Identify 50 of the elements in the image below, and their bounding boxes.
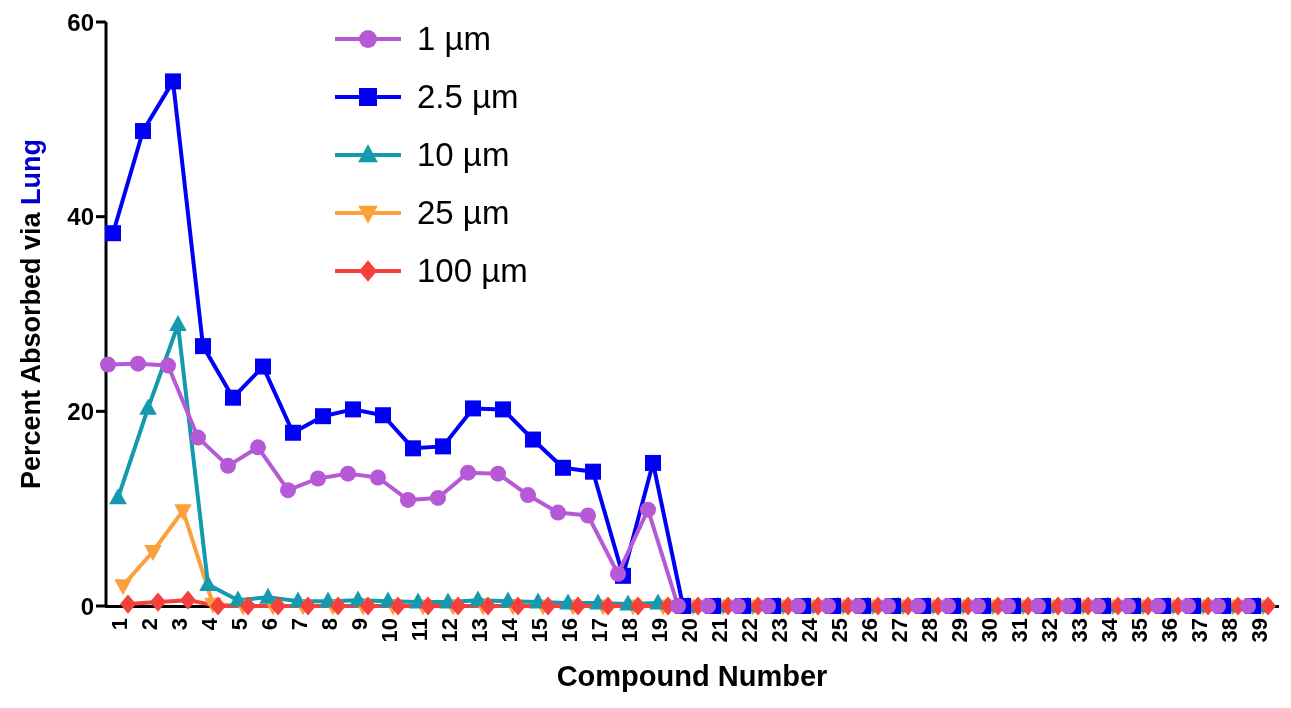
x-tick-label: 29 bbox=[947, 618, 972, 643]
y-tick-label: 0 bbox=[80, 592, 94, 620]
x-tick-label: 19 bbox=[647, 618, 672, 643]
x-tick-label: 31 bbox=[1007, 618, 1032, 643]
x-tick-label: 25 bbox=[827, 618, 852, 643]
legend-label: 100 µm bbox=[417, 252, 528, 290]
y-axis-title: Percent Absorbed via Lung bbox=[16, 138, 46, 490]
x-tick-label: 32 bbox=[1037, 618, 1062, 643]
x-tick-label: 34 bbox=[1097, 617, 1122, 643]
legend-label: 2.5 µm bbox=[417, 78, 519, 116]
legend-label: 10 µm bbox=[417, 136, 510, 174]
x-tick-label: 24 bbox=[797, 617, 822, 643]
x-tick-label: 10 bbox=[377, 618, 402, 643]
y-tick-label: 20 bbox=[67, 397, 94, 425]
x-tick-label: 12 bbox=[437, 618, 462, 643]
y-tick-label: 60 bbox=[67, 8, 94, 36]
x-tick-label: 38 bbox=[1217, 618, 1242, 643]
x-tick-label: 18 bbox=[617, 618, 642, 643]
x-tick-label: 3 bbox=[167, 618, 192, 631]
x-tick-label: 9 bbox=[347, 618, 372, 631]
x-tick-label: 6 bbox=[257, 618, 282, 631]
x-tick-label: 26 bbox=[857, 618, 882, 643]
x-tick-label: 27 bbox=[887, 618, 912, 643]
x-tick-label: 36 bbox=[1157, 618, 1182, 643]
x-tick-label: 20 bbox=[677, 618, 702, 643]
x-tick-label: 5 bbox=[227, 618, 252, 631]
x-tick-label: 16 bbox=[557, 618, 582, 643]
x-tick-label: 35 bbox=[1127, 618, 1152, 643]
x-tick-label: 13 bbox=[467, 618, 492, 643]
x-tick-label: 37 bbox=[1187, 618, 1212, 643]
x-tick-label: 1 bbox=[107, 618, 132, 631]
x-tick-label: 28 bbox=[917, 618, 942, 643]
x-tick-label: 17 bbox=[587, 618, 612, 643]
y-tick-label: 40 bbox=[67, 203, 94, 231]
x-tick-label: 4 bbox=[197, 617, 222, 631]
x-tick-label: 33 bbox=[1067, 618, 1092, 643]
x-tick-label: 8 bbox=[317, 618, 342, 631]
x-tick-label: 23 bbox=[767, 618, 792, 643]
x-tick-label: 7 bbox=[287, 618, 312, 631]
x-axis-title: Compound Number bbox=[556, 660, 828, 692]
x-tick-label: 14 bbox=[497, 617, 522, 643]
x-tick-label: 11 bbox=[407, 618, 432, 642]
x-tick-label: 2 bbox=[137, 618, 162, 631]
x-tick-label: 39 bbox=[1247, 618, 1272, 643]
legend-label: 1 µm bbox=[417, 20, 492, 58]
x-tick-label: 22 bbox=[737, 618, 762, 643]
legend-label: 25 µm bbox=[417, 194, 510, 232]
x-tick-label: 21 bbox=[707, 618, 732, 643]
x-tick-label: 15 bbox=[527, 618, 552, 643]
x-tick-label: 30 bbox=[977, 618, 1002, 643]
